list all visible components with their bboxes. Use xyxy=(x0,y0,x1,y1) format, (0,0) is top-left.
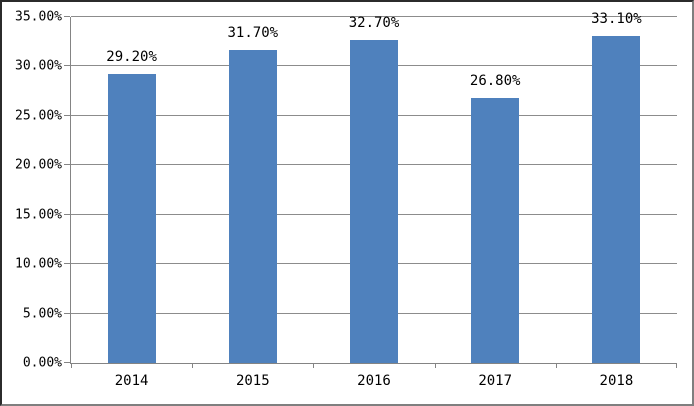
y-axis-tick xyxy=(64,312,70,314)
x-axis-tick xyxy=(71,363,72,368)
y-axis-label: 30.00% xyxy=(15,58,62,74)
y-axis-tick xyxy=(64,213,70,215)
bar-value-label: 26.80% xyxy=(469,73,521,90)
x-axis-tick xyxy=(192,363,194,368)
bar-2016 xyxy=(350,39,398,363)
y-axis-tick xyxy=(64,164,70,166)
gridline xyxy=(71,16,677,17)
x-axis-label: 2016 xyxy=(357,373,391,389)
y-axis-label: 0.00% xyxy=(22,355,62,371)
bar-2015 xyxy=(228,49,277,363)
x-axis-tick xyxy=(434,363,436,368)
bar-value-label: 29.20% xyxy=(106,49,157,66)
x-axis-label: 2018 xyxy=(599,373,634,389)
y-axis-tick xyxy=(64,16,70,17)
bar-value-label: 33.10% xyxy=(591,10,642,27)
bar-value-label: 32.70% xyxy=(348,14,400,31)
x-axis-tick xyxy=(676,363,677,368)
x-axis-tick xyxy=(313,363,315,368)
bar-2017 xyxy=(471,98,520,363)
plot-area: 0.00% 5.00% 10.00% 15.00% 20.00% 25.00% 30.00%… xyxy=(15,10,677,389)
bar-2018 xyxy=(592,35,641,363)
bar-value-label: 31.70% xyxy=(227,24,279,41)
y-axis-tick xyxy=(64,263,70,265)
y-axis-tick xyxy=(64,65,70,67)
y-axis-label: 20.00% xyxy=(15,157,62,173)
y-axis-label: 10.00% xyxy=(15,256,62,272)
x-axis-label: 2014 xyxy=(114,373,149,389)
y-axis-label: 35.00% xyxy=(15,9,62,25)
y-axis-label: 25.00% xyxy=(15,108,62,124)
y-axis-label: 5.00% xyxy=(22,306,62,322)
x-axis-tick xyxy=(555,363,557,368)
y-axis-tick xyxy=(64,362,70,363)
y-axis-tick xyxy=(64,114,70,116)
x-axis-label: 2017 xyxy=(478,373,513,389)
y-axis-label: 15.00% xyxy=(15,207,62,223)
bar-2014 xyxy=(107,74,156,363)
x-axis-label: 2015 xyxy=(235,373,270,389)
